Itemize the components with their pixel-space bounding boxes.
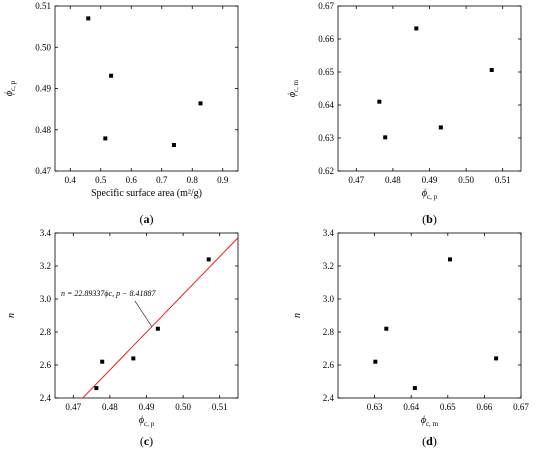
x-tick-label: 0.65 xyxy=(440,402,456,412)
data-point xyxy=(447,257,452,262)
data-point xyxy=(206,257,211,262)
data-point xyxy=(438,125,443,130)
y-tick-label: 2.4 xyxy=(40,393,52,403)
plot-frame xyxy=(337,5,522,172)
data-point xyxy=(94,386,99,391)
y-tick-label: 0.63 xyxy=(318,133,334,143)
data-point xyxy=(103,136,108,141)
fit-line xyxy=(82,237,238,398)
x-tick-label: 0.50 xyxy=(175,402,191,412)
panel-caption: (d) xyxy=(422,434,437,448)
y-tick-label: 3.4 xyxy=(40,228,52,238)
data-point xyxy=(100,359,105,364)
panel-b: 0.47 0.48 0.49 0.50 0.51 0.62 0.63 0.64 0.65 0.66… xyxy=(287,1,522,226)
data-point xyxy=(198,101,203,106)
x-tick-label: 0.9 xyxy=(217,175,229,185)
y-tick-label: 2.6 xyxy=(323,360,335,370)
x-tick-label: 0.50 xyxy=(458,175,474,185)
x-axis-title: ϕc, m xyxy=(421,415,439,428)
y-tick-label: 3.2 xyxy=(323,261,334,271)
y-tick-label: 0.49 xyxy=(35,84,51,94)
x-tick-label: 0.47 xyxy=(65,402,81,412)
x-tick-label: 0.49 xyxy=(422,175,438,185)
x-tick-label: 0.7 xyxy=(156,175,168,185)
y-tick-label: 0.62 xyxy=(318,166,334,176)
y-axis-title: n xyxy=(292,313,303,318)
y-tick-label: 0.65 xyxy=(318,67,334,77)
data-point xyxy=(109,73,114,78)
x-tick-label: 0.63 xyxy=(367,402,383,412)
y-tick-label: 3.4 xyxy=(323,228,335,238)
panel-c: 0.47 0.48 0.49 0.50 0.51 2.4 2.6 2.8 3.0 3.2 3.4 n … xyxy=(6,228,239,448)
data-point xyxy=(414,26,419,31)
data-point xyxy=(377,99,382,104)
x-axis-title: ϕc, p xyxy=(422,188,438,201)
y-tick-label: 0.64 xyxy=(318,100,334,110)
panel-caption: (c) xyxy=(140,434,153,448)
data-point xyxy=(383,135,388,140)
panel-caption: (a) xyxy=(140,212,154,226)
y-tick-label: 0.66 xyxy=(318,34,334,44)
y-tick-label: 2.8 xyxy=(40,327,52,337)
x-axis-title: Specific surface area (m²/g) xyxy=(91,188,202,199)
y-tick-label: 0.48 xyxy=(35,125,51,135)
data-point xyxy=(373,359,378,364)
y-tick-label: 2.6 xyxy=(40,360,52,370)
y-tick-label: 0.47 xyxy=(35,166,51,176)
data-point xyxy=(412,386,417,391)
y-tick-label: 2.4 xyxy=(323,393,335,403)
y-tick-label: 0.50 xyxy=(35,42,51,52)
x-tick-label: 0.66 xyxy=(477,402,493,412)
plot-frame xyxy=(54,5,239,172)
y-tick-label: 0.67 xyxy=(318,1,334,11)
data-point xyxy=(384,326,389,331)
x-tick-label: 0.67 xyxy=(513,402,529,412)
y-tick-label: 3.0 xyxy=(323,294,335,304)
x-tick-label: 0.49 xyxy=(139,402,155,412)
data-point xyxy=(494,356,499,361)
data-point xyxy=(131,356,136,361)
data-point xyxy=(86,16,91,21)
x-tick-label: 0.47 xyxy=(348,175,364,185)
y-tick-label: 3.2 xyxy=(40,261,51,271)
annotation-leader xyxy=(134,300,153,327)
y-axis-title: n xyxy=(6,313,17,318)
y-axis-title: ϕc, m xyxy=(287,79,300,97)
data-point xyxy=(489,68,494,73)
data-point xyxy=(155,326,160,331)
panel-a: 0.4 0.5 0.6 0.7 0.8 0.9 0.47 0.48 0.49 0.50 0.51 Sp… xyxy=(4,1,239,226)
panel-caption: (b) xyxy=(422,212,437,226)
y-tick-label: 3.0 xyxy=(40,294,52,304)
x-tick-label: 0.8 xyxy=(187,175,199,185)
x-tick-label: 0.64 xyxy=(403,402,419,412)
x-axis-title: ϕc, p xyxy=(139,415,155,428)
x-tick-label: 0.48 xyxy=(385,175,401,185)
x-tick-label: 0.6 xyxy=(126,175,138,185)
x-tick-label: 0.51 xyxy=(495,175,511,185)
fit-equation: n = 22.89337ϕc, p − 8.41887 xyxy=(61,289,156,298)
data-point xyxy=(171,143,176,148)
x-tick-label: 0.51 xyxy=(212,402,228,412)
y-tick-label: 2.8 xyxy=(323,327,335,337)
y-axis-title: ϕc, p xyxy=(4,80,17,96)
x-tick-label: 0.48 xyxy=(102,402,118,412)
x-tick-label: 0.5 xyxy=(95,175,107,185)
panel-d: 0.63 0.64 0.65 0.66 0.67 2.4 2.6 2.8 3.0 3.2 3.4 ϕc… xyxy=(292,228,529,448)
x-tick-label: 0.4 xyxy=(65,175,77,185)
plot-frame xyxy=(337,232,522,399)
y-tick-label: 0.51 xyxy=(35,1,51,11)
